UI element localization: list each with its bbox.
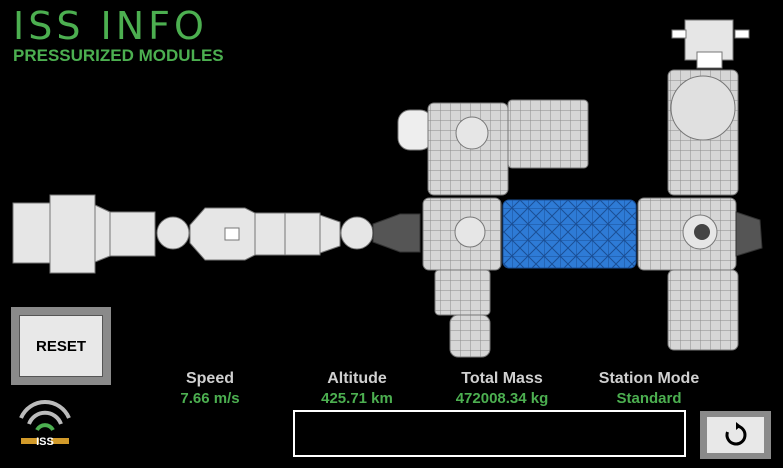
station-mode-value: Standard: [616, 390, 682, 407]
altitude-value: 425.71 km: [321, 390, 393, 407]
stat-speed: Speed 7.66 m/s: [135, 370, 285, 407]
reset-button[interactable]: RESET: [11, 307, 111, 385]
page-subtitle: PRESSURIZED MODULES: [13, 46, 224, 65]
message-console[interactable]: [293, 410, 686, 457]
speed-label: Speed: [185, 370, 234, 387]
iss-logo: ISS: [19, 400, 71, 448]
speed-value: 7.66 m/s: [180, 390, 240, 407]
module-zvezda[interactable]: [12, 194, 156, 274]
module-truss-highlight[interactable]: [502, 199, 637, 269]
adapter-left: [372, 213, 421, 253]
refresh-button[interactable]: [700, 411, 771, 459]
module-node2[interactable]: [637, 197, 737, 271]
module-top-satellite[interactable]: [671, 19, 750, 69]
module-upper-right[interactable]: [667, 69, 739, 196]
stat-total-mass: Total Mass 472008.34 kg: [427, 370, 577, 407]
total-mass-value: 472008.34 kg: [455, 390, 549, 407]
app-title: ISS INFO: [13, 4, 208, 48]
total-mass-label: Total Mass: [461, 370, 543, 387]
station-mode-label: Station Mode: [598, 370, 700, 387]
signal-icon: [19, 400, 71, 419]
stat-station-mode: Station Mode Standard: [574, 370, 724, 407]
refresh-icon: [725, 422, 746, 446]
reset-button-label: RESET: [19, 315, 103, 377]
stat-altitude: Altitude 425.71 km: [282, 370, 432, 407]
module-node1[interactable]: [422, 197, 502, 271]
logo-text: ISS: [36, 436, 54, 448]
module-upper-left[interactable]: [397, 99, 589, 196]
module-lower-left[interactable]: [434, 269, 491, 358]
module-zarya[interactable]: [156, 207, 374, 261]
altitude-label: Altitude: [327, 370, 387, 387]
adapter-right: [735, 211, 763, 257]
module-lower-right[interactable]: [667, 269, 739, 351]
